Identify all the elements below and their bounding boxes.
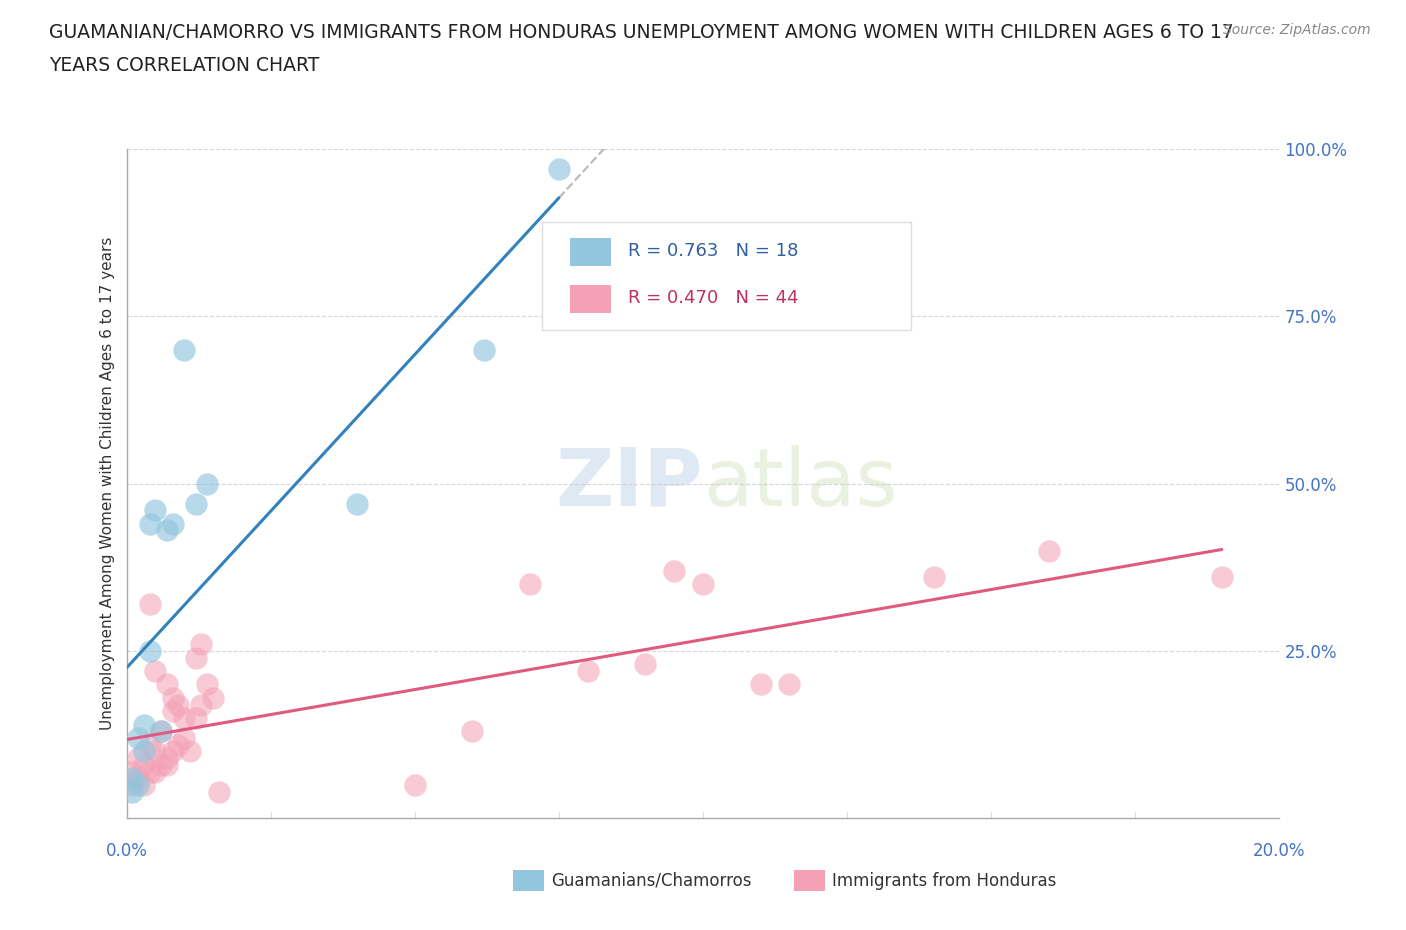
Point xyxy=(156,677,179,692)
Point xyxy=(156,757,179,772)
Point xyxy=(162,516,184,531)
Point xyxy=(127,771,149,786)
Point xyxy=(190,637,212,652)
Point xyxy=(162,690,184,705)
Point xyxy=(150,724,173,738)
Text: YEARS CORRELATION CHART: YEARS CORRELATION CHART xyxy=(49,56,319,74)
Point xyxy=(184,497,207,512)
Point xyxy=(779,677,801,692)
Point xyxy=(138,764,160,779)
Text: Immigrants from Honduras: Immigrants from Honduras xyxy=(832,871,1057,890)
Bar xyxy=(571,285,610,312)
Point xyxy=(145,664,166,679)
Point xyxy=(121,784,143,799)
Point xyxy=(145,744,166,759)
Point xyxy=(156,751,179,765)
Point xyxy=(519,577,541,591)
Point xyxy=(145,503,166,518)
Point xyxy=(404,777,426,792)
Point xyxy=(548,162,571,177)
Point xyxy=(190,698,212,712)
Point xyxy=(173,711,195,725)
Point xyxy=(167,698,190,712)
FancyBboxPatch shape xyxy=(541,222,911,329)
Point xyxy=(173,731,195,746)
Point xyxy=(121,764,143,779)
Point xyxy=(127,751,149,765)
Text: Source: ZipAtlas.com: Source: ZipAtlas.com xyxy=(1223,23,1371,37)
Point xyxy=(127,731,149,746)
Point xyxy=(156,523,179,538)
Point xyxy=(132,757,155,772)
Point xyxy=(138,644,160,658)
Point xyxy=(150,724,173,738)
Point xyxy=(472,342,495,357)
Point xyxy=(1038,543,1060,558)
Y-axis label: Unemployment Among Women with Children Ages 6 to 17 years: Unemployment Among Women with Children A… xyxy=(100,237,115,730)
Text: 20.0%: 20.0% xyxy=(1253,842,1306,859)
Point xyxy=(184,711,207,725)
Point xyxy=(461,724,484,738)
Point xyxy=(132,744,155,759)
Point xyxy=(692,577,714,591)
Point xyxy=(195,476,218,491)
Point xyxy=(202,690,225,705)
Point xyxy=(195,677,218,692)
Point xyxy=(121,777,143,792)
Point xyxy=(121,771,143,786)
Point xyxy=(576,664,599,679)
Point xyxy=(132,717,155,732)
Point xyxy=(138,597,160,612)
Point xyxy=(138,516,160,531)
Point xyxy=(127,777,149,792)
Point xyxy=(664,564,686,578)
Point xyxy=(162,704,184,719)
Point xyxy=(162,744,184,759)
Text: R = 0.763   N = 18: R = 0.763 N = 18 xyxy=(628,242,799,260)
Text: atlas: atlas xyxy=(703,445,897,523)
Text: R = 0.470   N = 44: R = 0.470 N = 44 xyxy=(628,289,799,307)
Point xyxy=(922,570,945,585)
Point xyxy=(173,342,195,357)
Text: 0.0%: 0.0% xyxy=(105,842,148,859)
Point xyxy=(634,657,657,671)
Point xyxy=(208,784,231,799)
Bar xyxy=(571,238,610,266)
Text: Guamanians/Chamorros: Guamanians/Chamorros xyxy=(551,871,752,890)
Text: GUAMANIAN/CHAMORRO VS IMMIGRANTS FROM HONDURAS UNEMPLOYMENT AMONG WOMEN WITH CHI: GUAMANIAN/CHAMORRO VS IMMIGRANTS FROM HO… xyxy=(49,23,1234,42)
Point xyxy=(132,777,155,792)
Point xyxy=(346,497,368,512)
Point xyxy=(749,677,772,692)
Point xyxy=(167,737,190,752)
Point xyxy=(145,764,166,779)
Point xyxy=(184,650,207,665)
Point xyxy=(138,737,160,752)
Text: ZIP: ZIP xyxy=(555,445,703,523)
Point xyxy=(1211,570,1233,585)
Point xyxy=(179,744,201,759)
Point xyxy=(150,757,173,772)
